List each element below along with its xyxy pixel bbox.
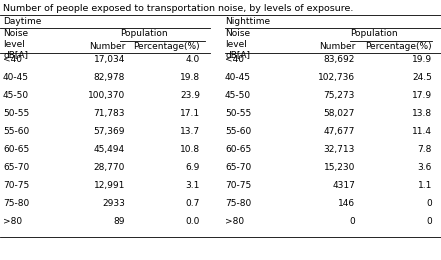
Text: Noise
level
dB[A]: Noise level dB[A] (3, 29, 28, 60)
Text: 13.8: 13.8 (412, 109, 432, 118)
Text: Number of people exposed to transportation noise, by levels of exposure.: Number of people exposed to transportati… (3, 4, 353, 13)
Text: 65-70: 65-70 (3, 163, 29, 172)
Text: 32,713: 32,713 (324, 145, 355, 154)
Text: 2933: 2933 (102, 199, 125, 208)
Text: 75-80: 75-80 (3, 199, 29, 208)
Text: 7.8: 7.8 (418, 145, 432, 154)
Text: Number: Number (319, 42, 355, 51)
Text: 45,494: 45,494 (94, 145, 125, 154)
Text: 17.1: 17.1 (180, 109, 200, 118)
Text: <40: <40 (225, 55, 244, 64)
Text: 0.7: 0.7 (186, 199, 200, 208)
Text: 55-60: 55-60 (3, 127, 29, 136)
Text: 4317: 4317 (332, 181, 355, 190)
Text: <40: <40 (3, 55, 22, 64)
Text: >80: >80 (225, 217, 244, 226)
Text: 146: 146 (338, 199, 355, 208)
Text: 70-75: 70-75 (3, 181, 29, 190)
Text: Percentage(%): Percentage(%) (366, 42, 432, 51)
Text: 0: 0 (426, 199, 432, 208)
Text: 83,692: 83,692 (324, 55, 355, 64)
Text: 102,736: 102,736 (318, 73, 355, 82)
Text: 4.0: 4.0 (186, 55, 200, 64)
Text: 70-75: 70-75 (225, 181, 251, 190)
Text: 17.9: 17.9 (412, 91, 432, 100)
Text: 19.8: 19.8 (180, 73, 200, 82)
Text: Population: Population (120, 29, 168, 38)
Text: 60-65: 60-65 (225, 145, 251, 154)
Text: 0: 0 (349, 217, 355, 226)
Text: Nighttime: Nighttime (225, 17, 270, 26)
Text: 1.1: 1.1 (418, 181, 432, 190)
Text: Percentage(%): Percentage(%) (133, 42, 200, 51)
Text: 19.9: 19.9 (412, 55, 432, 64)
Text: Noise
level
dB[A]: Noise level dB[A] (225, 29, 250, 60)
Text: Number: Number (89, 42, 125, 51)
Text: 75,273: 75,273 (324, 91, 355, 100)
Text: 50-55: 50-55 (3, 109, 29, 118)
Text: 45-50: 45-50 (225, 91, 251, 100)
Text: 71,783: 71,783 (93, 109, 125, 118)
Text: 0.0: 0.0 (186, 217, 200, 226)
Text: 50-55: 50-55 (225, 109, 251, 118)
Text: 6.9: 6.9 (186, 163, 200, 172)
Text: Population: Population (350, 29, 398, 38)
Text: 45-50: 45-50 (3, 91, 29, 100)
Text: 12,991: 12,991 (93, 181, 125, 190)
Text: 15,230: 15,230 (324, 163, 355, 172)
Text: 28,770: 28,770 (93, 163, 125, 172)
Text: 40-45: 40-45 (3, 73, 29, 82)
Text: 57,369: 57,369 (93, 127, 125, 136)
Text: 13.7: 13.7 (180, 127, 200, 136)
Text: 55-60: 55-60 (225, 127, 251, 136)
Text: 3.6: 3.6 (418, 163, 432, 172)
Text: 24.5: 24.5 (412, 73, 432, 82)
Text: 60-65: 60-65 (3, 145, 29, 154)
Text: 10.8: 10.8 (180, 145, 200, 154)
Text: 47,677: 47,677 (324, 127, 355, 136)
Text: 23.9: 23.9 (180, 91, 200, 100)
Text: 89: 89 (113, 217, 125, 226)
Text: 40-45: 40-45 (225, 73, 251, 82)
Text: >80: >80 (3, 217, 22, 226)
Text: 3.1: 3.1 (186, 181, 200, 190)
Text: 11.4: 11.4 (412, 127, 432, 136)
Text: 82,978: 82,978 (93, 73, 125, 82)
Text: 65-70: 65-70 (225, 163, 251, 172)
Text: 58,027: 58,027 (324, 109, 355, 118)
Text: 17,034: 17,034 (93, 55, 125, 64)
Text: 75-80: 75-80 (225, 199, 251, 208)
Text: 0: 0 (426, 217, 432, 226)
Text: 100,370: 100,370 (88, 91, 125, 100)
Text: Daytime: Daytime (3, 17, 41, 26)
